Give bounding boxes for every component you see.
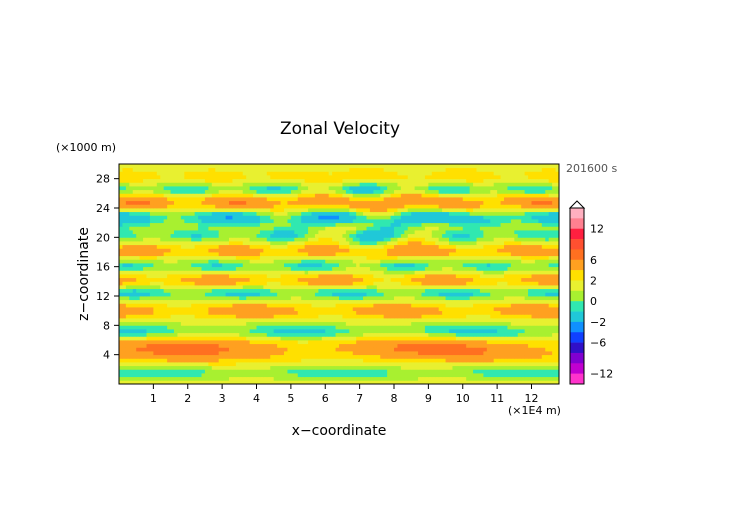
colorbar-segment [570, 342, 584, 354]
colorbar: 12 6 2 0 −2 −6 −12 [568, 200, 613, 385]
colorbar-label: 2 [590, 274, 597, 287]
y-axis: 4 8 12 16 20 24 28 [96, 173, 119, 362]
colorbar-segment [570, 352, 584, 364]
colorbar-segment [570, 301, 584, 312]
y-unit-label: (×1000 m) [56, 141, 116, 154]
colorbar-segment [570, 321, 584, 333]
colorbar-outline [569, 207, 585, 385]
x-axis: 1 2 3 4 5 6 7 8 9 10 11 12 [150, 384, 539, 405]
x-tick-label: 2 [184, 392, 191, 405]
colorbar-segment [570, 259, 584, 271]
x-tick-label: 5 [287, 392, 294, 405]
x-tick-label: 3 [219, 392, 226, 405]
colorbar-segment [570, 332, 584, 343]
colorbar-segment [570, 270, 584, 281]
x-tick-label: 6 [322, 392, 329, 405]
plot-frame [118, 163, 560, 385]
colorbar-label: −2 [590, 316, 606, 329]
y-tick-label: 24 [96, 202, 110, 215]
x-tick-label: 4 [253, 392, 260, 405]
colorbar-segment [570, 228, 584, 240]
colorbar-label: 6 [590, 254, 597, 267]
heatmap-field [119, 164, 560, 385]
x-tick-label: 12 [525, 392, 539, 405]
colorbar-segment [570, 280, 584, 292]
colorbar-label: 12 [590, 223, 604, 236]
colorbar-segment [570, 363, 584, 374]
y-tick-label: 16 [96, 261, 110, 274]
x-tick-label: 9 [425, 392, 432, 405]
x-tick-label: 11 [490, 392, 504, 405]
x-tick-label: 7 [356, 392, 363, 405]
colorbar-segment [570, 311, 584, 323]
colorbar-segment [570, 218, 584, 229]
x-unit-label: (×1E4 m) [508, 404, 561, 417]
colorbar-label: −6 [590, 337, 606, 350]
colorbar-extend-arrow [568, 200, 586, 209]
y-tick-label: 4 [103, 349, 110, 362]
y-tick-label: 28 [96, 173, 110, 186]
chart-title: Zonal Velocity [280, 119, 400, 139]
colorbar-label: −12 [590, 368, 613, 381]
x-tick-label: 1 [150, 392, 157, 405]
colorbar-label: 0 [590, 295, 597, 308]
y-axis-label: z−coordinate [76, 227, 92, 321]
colorbar-segment [570, 373, 584, 385]
x-tick-label: 8 [391, 392, 398, 405]
time-label: 201600 s [566, 162, 617, 175]
y-tick-label: 12 [96, 290, 110, 303]
y-tick-label: 8 [103, 319, 110, 332]
x-tick-label: 10 [456, 392, 470, 405]
colorbar-segment [570, 249, 584, 261]
colorbar-segment [570, 290, 584, 302]
x-axis-label: x−coordinate [292, 423, 387, 439]
y-tick-label: 20 [96, 231, 110, 244]
colorbar-segment [570, 239, 584, 250]
colorbar-segment [570, 208, 584, 219]
